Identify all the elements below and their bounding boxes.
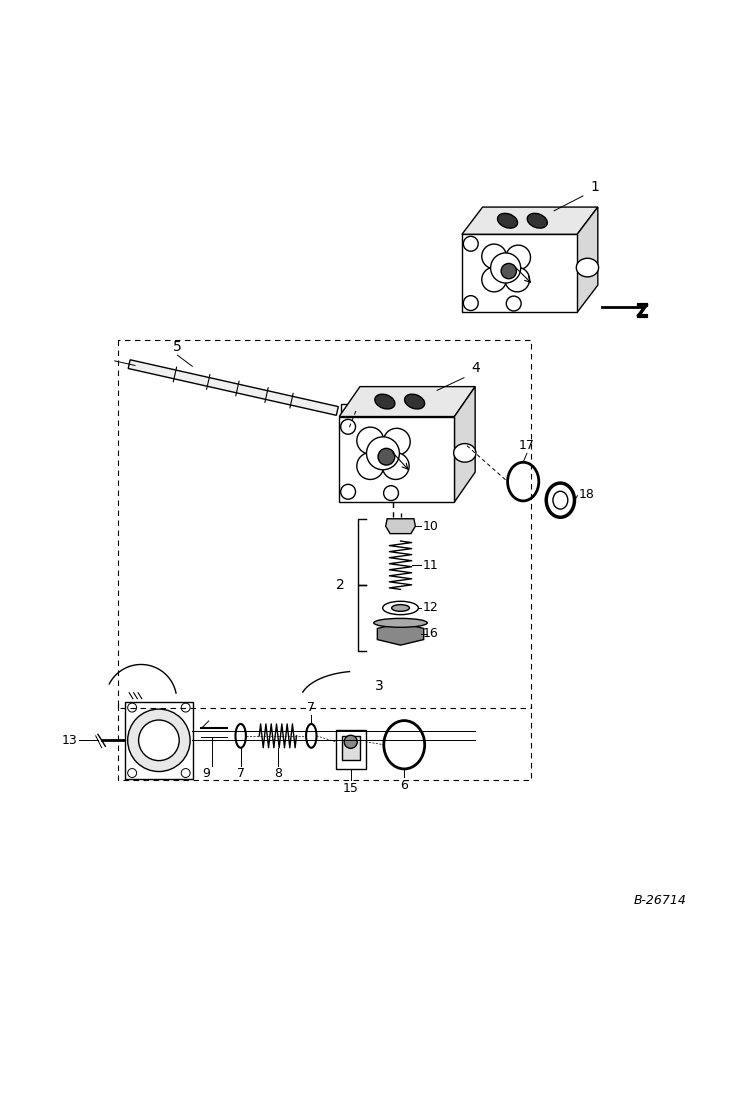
Polygon shape (124, 702, 193, 779)
Circle shape (357, 453, 383, 479)
Bar (462, 235, 577, 313)
Text: 10: 10 (423, 520, 439, 533)
Circle shape (181, 769, 190, 778)
Ellipse shape (497, 213, 518, 228)
Text: 12: 12 (423, 601, 439, 614)
Circle shape (501, 263, 516, 279)
Polygon shape (128, 360, 339, 416)
Ellipse shape (454, 443, 476, 462)
Text: 7: 7 (307, 701, 315, 713)
Circle shape (127, 709, 190, 771)
Ellipse shape (553, 491, 568, 509)
Circle shape (491, 253, 521, 283)
Ellipse shape (306, 724, 317, 748)
Ellipse shape (576, 258, 598, 276)
Text: B-26714: B-26714 (634, 894, 687, 907)
Text: 5: 5 (173, 340, 182, 353)
Text: 2: 2 (336, 578, 345, 592)
Ellipse shape (546, 483, 574, 518)
Ellipse shape (404, 394, 425, 409)
Circle shape (378, 449, 395, 465)
Bar (342, 736, 360, 759)
Circle shape (506, 296, 521, 310)
Circle shape (382, 453, 409, 479)
Circle shape (341, 419, 356, 434)
Circle shape (383, 486, 398, 500)
Text: 13: 13 (62, 734, 78, 747)
Ellipse shape (508, 462, 539, 501)
Text: 9: 9 (202, 767, 210, 780)
Ellipse shape (383, 721, 425, 769)
Circle shape (482, 244, 506, 269)
Ellipse shape (235, 724, 246, 748)
Text: 3: 3 (374, 679, 383, 693)
Circle shape (127, 769, 136, 778)
Ellipse shape (527, 213, 548, 228)
Polygon shape (462, 207, 598, 235)
Text: 7: 7 (237, 767, 245, 780)
Ellipse shape (392, 604, 410, 611)
Circle shape (464, 296, 478, 310)
Polygon shape (377, 623, 424, 645)
Circle shape (366, 437, 399, 470)
Text: 15: 15 (343, 782, 359, 795)
Bar (336, 730, 366, 769)
Circle shape (181, 703, 190, 712)
Circle shape (139, 720, 179, 760)
Polygon shape (455, 386, 475, 502)
Circle shape (357, 427, 383, 454)
Text: 11: 11 (423, 558, 439, 572)
Text: 4: 4 (471, 362, 480, 375)
Polygon shape (386, 519, 416, 533)
Circle shape (383, 428, 410, 455)
Polygon shape (577, 207, 598, 313)
Text: 16: 16 (423, 627, 439, 641)
Polygon shape (339, 386, 475, 417)
Circle shape (506, 245, 530, 270)
FancyBboxPatch shape (341, 404, 356, 420)
Circle shape (345, 735, 357, 748)
Text: 18: 18 (579, 488, 595, 500)
Ellipse shape (374, 394, 395, 409)
Text: 1: 1 (590, 180, 599, 194)
Text: 8: 8 (274, 767, 282, 780)
Ellipse shape (374, 619, 427, 627)
Text: 6: 6 (400, 779, 408, 792)
Circle shape (464, 236, 478, 251)
Circle shape (505, 268, 530, 292)
Bar (339, 417, 455, 502)
Circle shape (482, 268, 506, 292)
Circle shape (341, 485, 356, 499)
Ellipse shape (383, 601, 419, 614)
Text: 17: 17 (519, 439, 535, 452)
Circle shape (127, 703, 136, 712)
Circle shape (344, 407, 353, 416)
